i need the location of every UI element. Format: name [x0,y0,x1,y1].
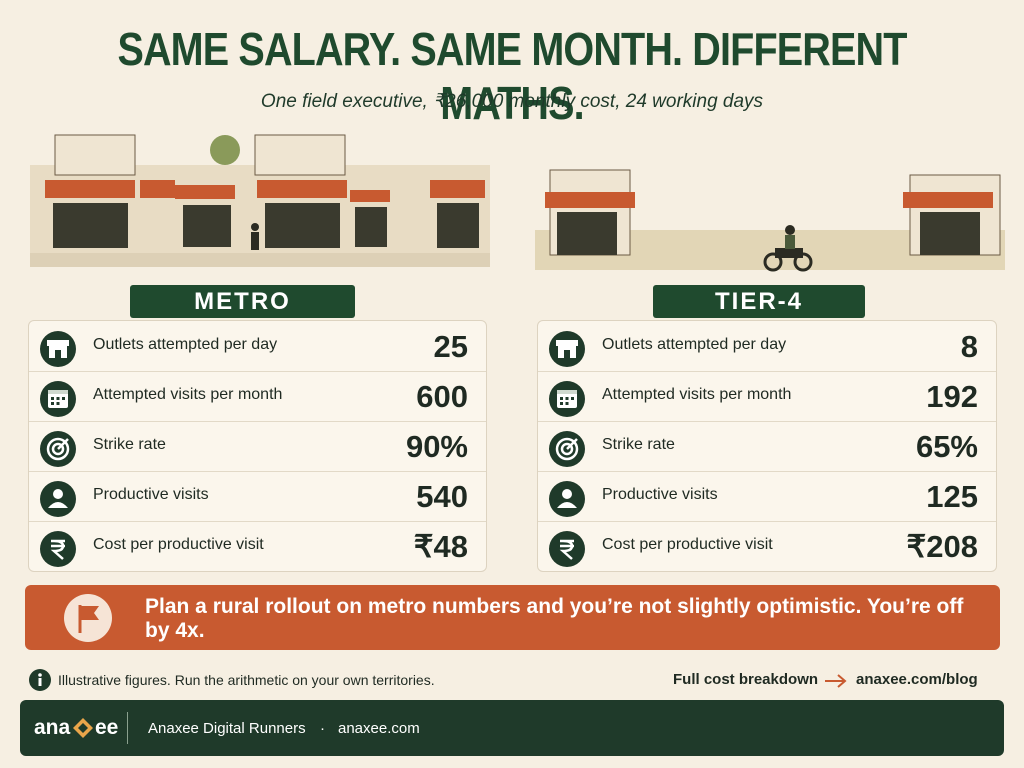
metric-value: 90% [405,429,468,464]
metric-icon [549,531,585,567]
metric-value: ₹48 [413,529,468,564]
metric-value: ₹208 [906,529,978,564]
panel-badge: METRO [130,285,355,318]
metric-icon [549,481,585,517]
metric-label: Cost per productive visit [602,536,773,553]
metric-row: Productive visits 125 [538,471,996,522]
metric-row: Attempted visits per month 600 [29,371,486,422]
link-label: Full cost breakdown [673,671,819,688]
metric-row: Cost per productive visit ₹208 [538,521,996,571]
metric-label: Outlets attempted per day [602,336,787,353]
flag-icon [64,594,112,642]
metric-icon [549,431,585,467]
metric-label: Attempted visits per month [93,386,283,403]
logo-left: ana [34,716,71,739]
callout-text: Plan a rural rollout on metro numbers an… [145,595,964,642]
footer-name: Anaxee Digital Runners [148,720,306,737]
footer: ana ee Anaxee Digital Runners · anaxee.c… [20,700,1004,756]
metric-label: Strike rate [93,436,166,453]
metric-label: Productive visits [602,486,718,503]
metric-icon [40,331,76,367]
footer-separator: · [320,720,325,737]
metric-row: Cost per productive visit ₹48 [29,521,486,571]
metric-row: Outlets attempted per day 25 [29,321,486,372]
info-icon [29,669,51,691]
rural-illustration [535,169,1005,272]
metric-label: Productive visits [93,486,209,503]
metric-value: 540 [416,479,468,514]
subtitle: One field executive, ₹26,000 monthly cos… [260,91,764,112]
metric-icon [549,381,585,417]
metric-icon [40,381,76,417]
metric-icon [40,481,76,517]
metric-value: 8 [960,329,978,364]
metric-label: Cost per productive visit [93,536,264,553]
metro-illustration [30,134,490,267]
metric-row: Outlets attempted per day 8 [538,321,996,372]
metric-label: Strike rate [602,436,675,453]
metric-value: 125 [926,479,978,514]
metric-icon [549,331,585,367]
metric-value: 192 [926,379,978,414]
metric-icon [40,431,76,467]
metric-row: Strike rate 90% [29,421,486,472]
note: Illustrative figures. Run the arithmetic… [58,672,435,688]
panel: Outlets attempted per day 25 Attempted vis… [28,320,487,572]
metric-row: Attempted visits per month 192 [538,371,996,422]
arrow [825,674,847,688]
divider [127,712,128,744]
callout: Plan a rural rollout on metro numbers an… [25,585,1000,650]
metric-row: Productive visits 540 [29,471,486,522]
metric-icon [40,531,76,567]
footer-site[interactable]: anaxee.com [338,720,420,737]
panel-badge: TIER-4 [653,285,865,318]
logo-right: ee [95,716,119,739]
metric-label: Outlets attempted per day [93,336,278,353]
link-url[interactable]: anaxee.com/blog [856,671,978,688]
metric-label: Attempted visits per month [602,386,792,403]
title: SAME SALARY. SAME MONTH. DIFFERENT MATHS… [117,23,907,129]
metric-row: Strike rate 65% [538,421,996,472]
metric-value: 65% [915,429,978,464]
metric-value: 600 [416,379,468,414]
metric-value: 25 [433,329,468,364]
panel: Outlets attempted per day 8 Attempted visi… [537,320,997,572]
logo-mark [73,718,93,738]
